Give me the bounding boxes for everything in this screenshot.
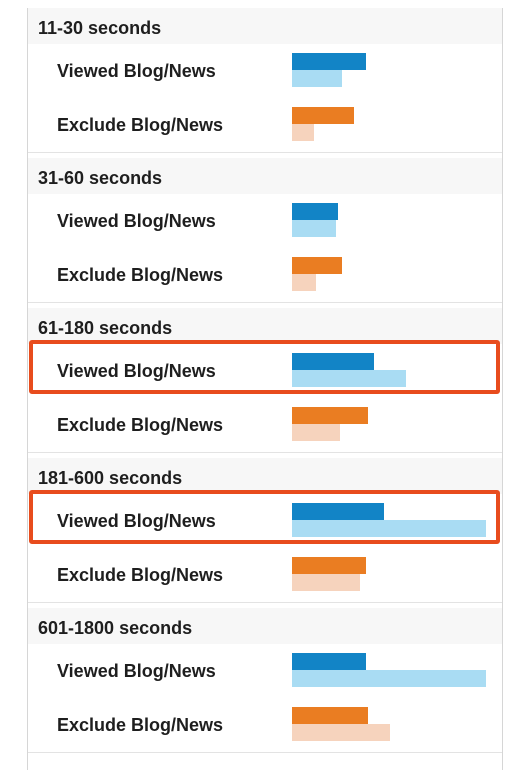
section-title: 11-30 seconds — [38, 18, 162, 38]
engagement-bar-chart: 11-30 seconds Viewed Blog/News Exclude Blo… — [27, 8, 503, 770]
viewed-bar-light — [292, 220, 336, 237]
row-label: Viewed Blog/News — [57, 661, 216, 681]
exclude-bar-light — [292, 274, 316, 291]
viewed-row: Viewed Blog/News — [28, 494, 502, 549]
exclude-bar-dark — [292, 107, 354, 124]
viewed-bar-dark — [292, 53, 366, 70]
row-label: Exclude Blog/News — [57, 115, 224, 135]
exclude-bar-dark — [292, 557, 366, 574]
exclude-row: Exclude Blog/News — [28, 698, 502, 753]
exclude-row: Exclude Blog/News — [28, 98, 502, 153]
section-header: 601-1800 seconds — [28, 608, 502, 645]
viewed-row: Viewed Blog/News — [28, 194, 502, 249]
viewed-bar-dark — [292, 503, 384, 520]
viewed-row: Viewed Blog/News — [28, 344, 502, 399]
viewed-bar-dark — [292, 353, 374, 370]
viewed-bar-light — [292, 370, 406, 387]
section-title: 181-600 seconds — [38, 468, 183, 488]
row-label: Viewed Blog/News — [57, 61, 216, 81]
viewed-bar-light — [292, 670, 486, 687]
exclude-row: Exclude Blog/News — [28, 248, 502, 303]
row-label: Viewed Blog/News — [57, 211, 216, 231]
section-header: 181-600 seconds — [28, 458, 502, 495]
exclude-bar-light — [292, 424, 340, 441]
exclude-bar-dark — [292, 407, 368, 424]
exclude-row: Exclude Blog/News — [28, 548, 502, 603]
section-header: 11-30 seconds — [28, 8, 502, 45]
row-label: Exclude Blog/News — [57, 715, 224, 735]
exclude-bar-light — [292, 124, 314, 141]
viewed-bar-light — [292, 520, 486, 537]
viewed-bar-dark — [292, 203, 338, 220]
row-label: Viewed Blog/News — [57, 511, 216, 531]
exclude-row: Exclude Blog/News — [28, 398, 502, 453]
section-title: 601-1800 seconds — [38, 618, 193, 638]
viewed-bar-dark — [292, 653, 366, 670]
row-label: Viewed Blog/News — [57, 361, 216, 381]
exclude-bar-light — [292, 574, 360, 591]
section-title: 61-180 seconds — [38, 318, 173, 338]
section-header: 31-60 seconds — [28, 158, 502, 195]
exclude-bar-dark — [292, 707, 368, 724]
viewed-bar-light — [292, 70, 342, 87]
section-title: 31-60 seconds — [38, 168, 163, 188]
row-label: Exclude Blog/News — [57, 265, 224, 285]
exclude-bar-light — [292, 724, 390, 741]
viewed-row: Viewed Blog/News — [28, 44, 502, 99]
row-label: Exclude Blog/News — [57, 415, 224, 435]
section-header: 61-180 seconds — [28, 308, 502, 345]
exclude-bar-dark — [292, 257, 342, 274]
viewed-row: Viewed Blog/News — [28, 644, 502, 699]
row-label: Exclude Blog/News — [57, 565, 224, 585]
